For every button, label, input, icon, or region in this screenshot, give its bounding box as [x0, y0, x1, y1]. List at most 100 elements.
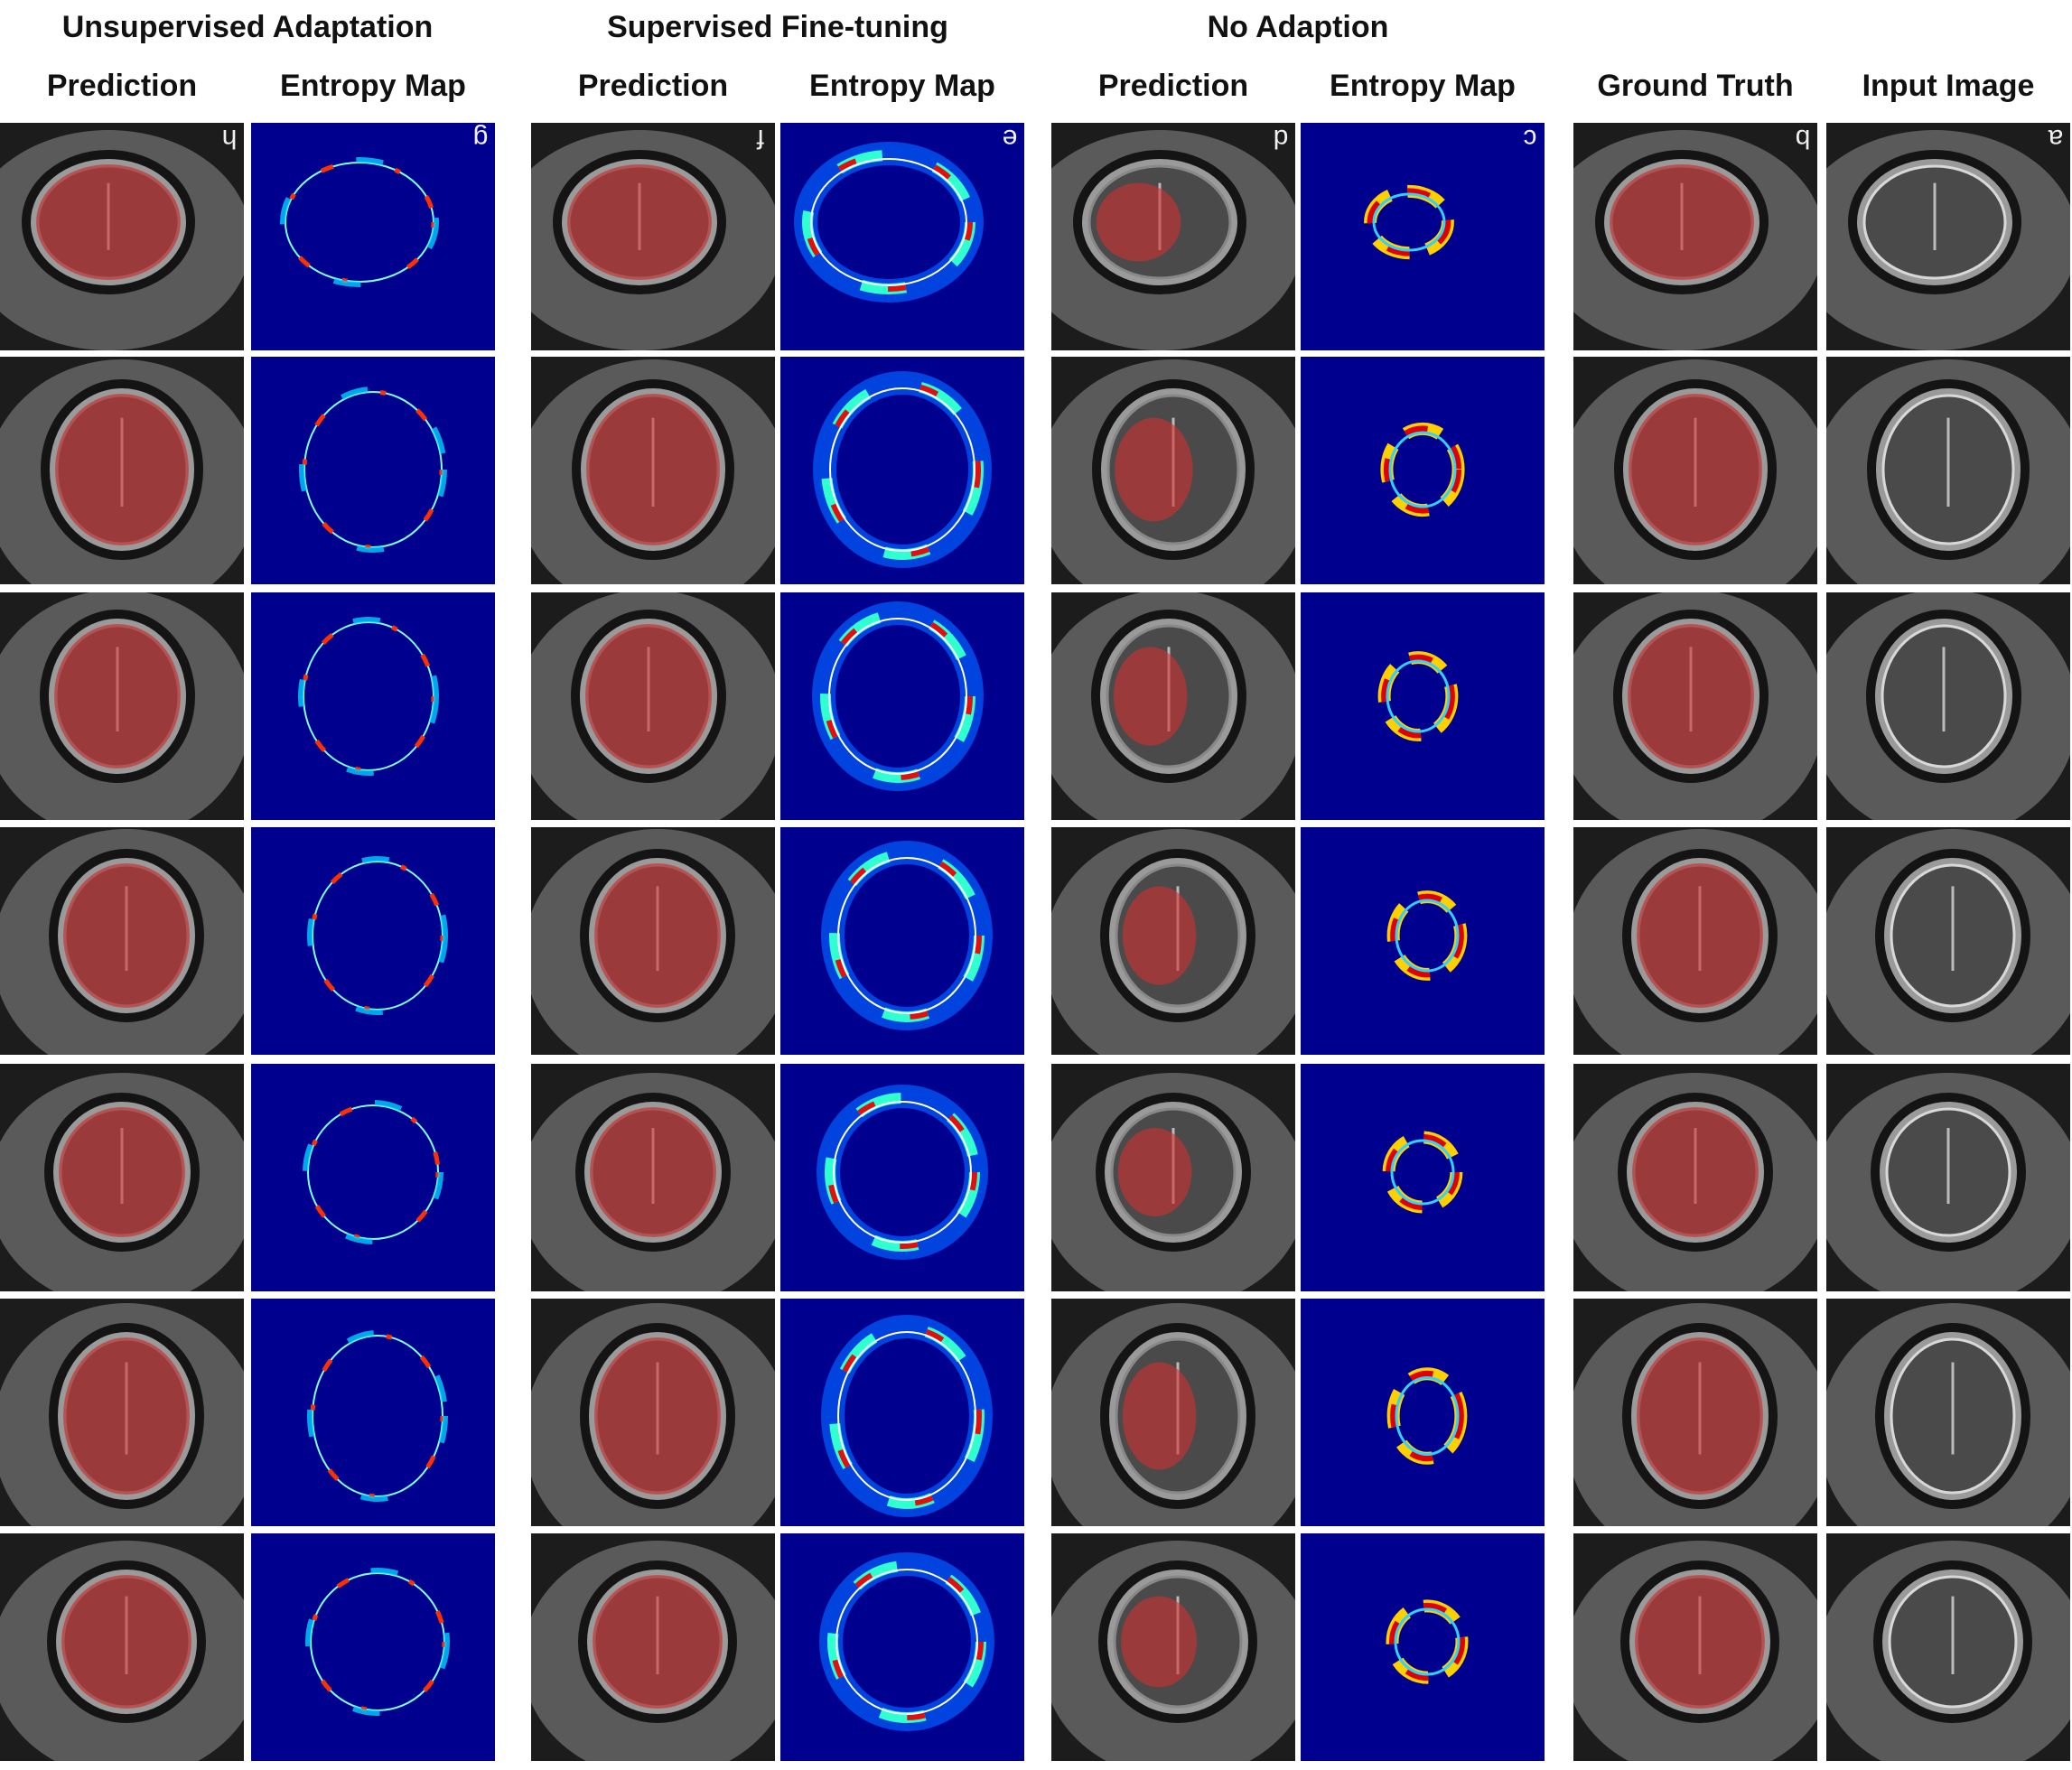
entropy-hot: [827, 1095, 977, 1249]
entropy-warm: [280, 157, 439, 287]
image-panel: [251, 1533, 495, 1761]
image-panel: [531, 1064, 775, 1291]
image-panel: [0, 827, 244, 1055]
image-panel: [1826, 827, 2070, 1055]
image-panel: [1051, 592, 1295, 820]
image-panel: [1573, 1533, 1817, 1761]
column-header: Prediction: [47, 69, 197, 103]
entropy-ring: [837, 1331, 976, 1501]
image-panel: [1301, 1064, 1545, 1291]
segmentation-overlay: [1096, 182, 1181, 262]
image-panel: [1573, 827, 1817, 1055]
entropy-warm: [307, 856, 448, 1015]
segmentation-overlay: [36, 164, 181, 280]
column-header: Entropy Map: [809, 69, 995, 103]
image-panel: [1301, 1533, 1545, 1761]
panel-letter: d: [1274, 124, 1289, 154]
image-panel: [0, 123, 244, 350]
entropy-ring: [835, 1569, 978, 1715]
entropy-hot: [1367, 188, 1451, 256]
panel-letter: a: [2048, 124, 2063, 154]
entropy-ring: [1390, 1139, 1455, 1206]
entropy-ring: [833, 1101, 972, 1244]
image-panel: [251, 592, 495, 820]
image-panel: [780, 1299, 1024, 1526]
column-header: Prediction: [578, 69, 728, 103]
entropy-background: [1301, 827, 1545, 1055]
image-panel: [1573, 123, 1817, 350]
entropy-warm: [305, 1568, 450, 1716]
entropy-hot: [823, 612, 973, 780]
entropy-background: [1301, 1533, 1545, 1761]
image-panel: [780, 1533, 1024, 1761]
image-panel: [1301, 357, 1545, 584]
segmentation-overlay: [1117, 1128, 1192, 1216]
panel-letter: h: [222, 124, 238, 154]
column-header: Prediction: [1098, 69, 1248, 103]
entropy-warm: [303, 1100, 443, 1244]
image-panel: [1051, 123, 1295, 350]
entropy-background: [251, 1533, 495, 1761]
entropy-hot: [830, 1563, 984, 1720]
image-panel: [251, 1064, 495, 1291]
image-panel: [0, 357, 244, 584]
segmentation-overlay: [1637, 1337, 1763, 1495]
entropy-background: [251, 592, 495, 820]
entropy-ring: [1395, 899, 1460, 973]
image-panel: [531, 592, 775, 820]
entropy-hot: [832, 852, 982, 1020]
segmentation-overlay: [594, 1337, 721, 1495]
entropy-background: [1301, 123, 1545, 350]
segmentation-overlay: [1121, 1596, 1197, 1688]
entropy-hot: [824, 382, 981, 557]
image-panel: [780, 357, 1024, 584]
entropy-ring: [1395, 1376, 1460, 1456]
entropy-background: [1301, 592, 1545, 820]
segmentation-overlay: [54, 624, 181, 769]
entropy-background: [1301, 1064, 1545, 1291]
column-header: Entropy Map: [1330, 69, 1516, 103]
image-panel: [1573, 357, 1817, 584]
entropy-hot: [832, 1326, 982, 1506]
entropy-ring: [1372, 192, 1446, 252]
image-panel: [1826, 1533, 2070, 1761]
segmentation-overlay: [1632, 1107, 1759, 1237]
panel-letter: c: [1524, 124, 1537, 154]
group-title: Unsupervised Adaptation: [62, 10, 434, 44]
column-header: Input Image: [1862, 69, 2035, 103]
image-panel: [0, 1533, 244, 1761]
entropy-warm: [307, 1330, 448, 1502]
entropy-background: [1301, 1299, 1545, 1526]
image-panel: [1826, 1064, 2070, 1291]
segmentation-overlay: [1122, 1362, 1197, 1470]
image-panel: [1051, 827, 1295, 1055]
segmentation-overlay: [55, 394, 189, 545]
segmentation-overlay: [1637, 863, 1763, 1008]
column-header: Entropy Map: [280, 69, 466, 103]
entropy-background: [1301, 357, 1545, 584]
entropy-hot: [1390, 893, 1464, 978]
entropy-ring: [1394, 1607, 1461, 1676]
image-panel: [1301, 1299, 1545, 1526]
image-panel: [531, 357, 775, 584]
image-panel: [251, 1299, 495, 1526]
image-panel: [531, 827, 775, 1055]
image-panel: [0, 1064, 244, 1291]
image-panel: [1573, 1299, 1817, 1526]
image-panel: [780, 1064, 1024, 1291]
image-panel: [531, 123, 775, 350]
image-panel: [1826, 592, 2070, 820]
segmentation-overlay: [59, 1107, 185, 1237]
image-panel: [1826, 1299, 2070, 1526]
image-panel: [1573, 592, 1817, 820]
image-panel: [780, 827, 1024, 1055]
entropy-ring: [1386, 659, 1451, 733]
image-panel: [1051, 1064, 1295, 1291]
image-panel: [1301, 827, 1545, 1055]
segmentation-overlay: [1115, 417, 1193, 522]
panel-letter: e: [1003, 124, 1018, 154]
segmentation-overlay: [1628, 624, 1754, 769]
image-panel: [251, 357, 495, 584]
segmentation-overlay: [61, 1575, 191, 1709]
